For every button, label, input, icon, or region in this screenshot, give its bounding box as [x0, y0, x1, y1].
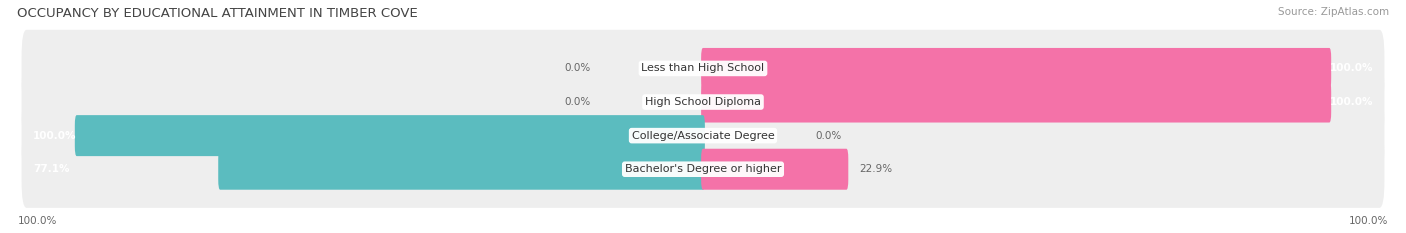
Text: High School Diploma: High School Diploma [645, 97, 761, 107]
Text: 100.0%: 100.0% [18, 216, 58, 226]
Text: 77.1%: 77.1% [32, 164, 69, 174]
Text: 0.0%: 0.0% [815, 131, 842, 141]
FancyBboxPatch shape [702, 82, 1331, 123]
FancyBboxPatch shape [21, 63, 1385, 141]
Text: Bachelor's Degree or higher: Bachelor's Degree or higher [624, 164, 782, 174]
FancyBboxPatch shape [218, 149, 704, 190]
FancyBboxPatch shape [21, 130, 1385, 208]
Text: 100.0%: 100.0% [1330, 97, 1374, 107]
Text: 100.0%: 100.0% [1348, 216, 1388, 226]
Text: 0.0%: 0.0% [564, 97, 591, 107]
Text: Less than High School: Less than High School [641, 63, 765, 73]
FancyBboxPatch shape [21, 97, 1385, 174]
FancyBboxPatch shape [702, 48, 1331, 89]
FancyBboxPatch shape [75, 115, 704, 156]
Text: 0.0%: 0.0% [564, 63, 591, 73]
FancyBboxPatch shape [702, 149, 848, 190]
FancyBboxPatch shape [21, 30, 1385, 107]
Text: College/Associate Degree: College/Associate Degree [631, 131, 775, 141]
Text: 22.9%: 22.9% [859, 164, 891, 174]
Text: OCCUPANCY BY EDUCATIONAL ATTAINMENT IN TIMBER COVE: OCCUPANCY BY EDUCATIONAL ATTAINMENT IN T… [17, 7, 418, 20]
Text: 100.0%: 100.0% [32, 131, 76, 141]
Text: 100.0%: 100.0% [1330, 63, 1374, 73]
Text: Source: ZipAtlas.com: Source: ZipAtlas.com [1278, 7, 1389, 17]
